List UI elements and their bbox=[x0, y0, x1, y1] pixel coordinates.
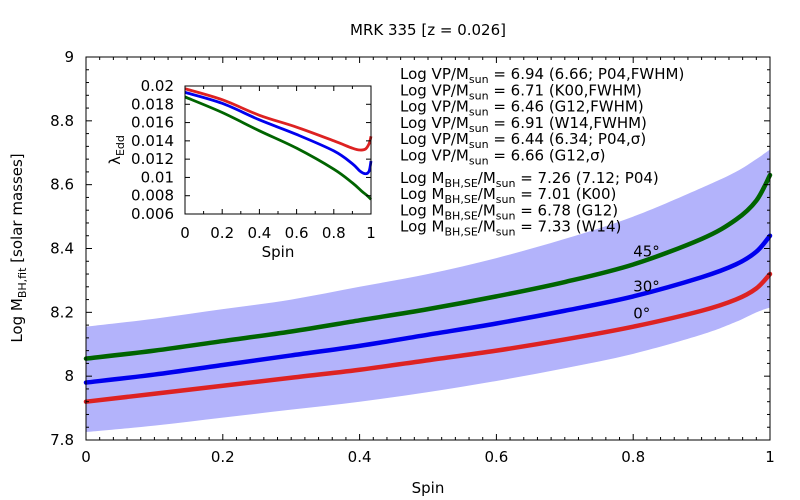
annotation-block: Log VP/Msun = 6.94 (6.66; P04,FWHM)Log V… bbox=[400, 65, 684, 239]
inset-background bbox=[185, 86, 371, 214]
inset-series-line-2 bbox=[184, 95, 372, 201]
inset-x-tick-label-0-2: 0.2 bbox=[210, 224, 234, 242]
y-axis-label-sub: BH,fit bbox=[16, 267, 29, 298]
main-series-line-2 bbox=[83, 172, 773, 361]
x-tick-label-1: 1 bbox=[765, 448, 775, 466]
inset-y-axis-label-main: λ bbox=[106, 156, 124, 165]
y-axis-label: Log MBH,fit [solar masses] bbox=[8, 153, 29, 342]
x-tick-label-0-2: 0.2 bbox=[211, 448, 235, 466]
x-tick-label-0: 0 bbox=[81, 448, 91, 466]
y-tick-label-8-8: 8.8 bbox=[50, 112, 74, 130]
annotation-line-3: Log VP/Msun = 6.91 (W14,FWHM) bbox=[400, 114, 647, 135]
chart-title: MRK 335 [z = 0.026] bbox=[350, 21, 506, 39]
series-angle-label-2: 45° bbox=[633, 242, 660, 260]
inset-plot: 0 0.2 0.4 0.6 0.8 10.0060.0080.010.0120.0140.… bbox=[106, 77, 376, 261]
annotation-line-8: Log MBH,SE/Msun = 6.78 (G12) bbox=[400, 201, 618, 222]
inset-x-tick-label-0-8: 0.8 bbox=[322, 224, 346, 242]
x-axis-label: Spin bbox=[412, 479, 445, 497]
inset-series-line-0 bbox=[184, 87, 373, 152]
inset-y-axis-label: λEdd bbox=[106, 135, 127, 165]
inset-series-lines bbox=[184, 87, 373, 201]
inset-x-tick-label-0-4: 0.4 bbox=[247, 224, 271, 242]
series-angle-labels: 0° 30° 45° bbox=[633, 242, 660, 322]
y-tick-label-8-4: 8.4 bbox=[50, 240, 74, 258]
y-axis-label-suffix: [solar masses] bbox=[8, 153, 26, 267]
main-axis-ticks: 0 0.2 0.4 0.6 0.8 1 7.8 8 8.2 8.4 8.6 8.8 9 bbox=[50, 48, 775, 466]
series-angle-label-1: 30° bbox=[633, 278, 660, 296]
main-plot: 0 0.2 0.4 0.6 0.8 1 7.8 8 8.2 8.4 8.6 8.8 9 0° 30° 45° bbox=[50, 48, 775, 466]
annotation-line-7: Log MBH,SE/Msun = 7.01 (K00) bbox=[400, 185, 616, 206]
inset-y-tick-label-0-018: 0.018 bbox=[131, 95, 174, 113]
inset-y-tick-label-0-006: 0.006 bbox=[131, 205, 174, 223]
y-axis-label-main: Log M bbox=[8, 298, 26, 343]
y-tick-label-9: 9 bbox=[64, 48, 74, 66]
main-series-line-1 bbox=[83, 233, 773, 385]
main-series-line-0 bbox=[83, 271, 773, 404]
x-tick-label-0-6: 0.6 bbox=[484, 448, 508, 466]
annotation-line-0: Log VP/Msun = 6.94 (6.66; P04,FWHM) bbox=[400, 65, 684, 86]
inset-y-tick-label-0-01: 0.01 bbox=[141, 168, 174, 186]
main-series-lines bbox=[83, 172, 773, 404]
inset-x-tick-label-0-6: 0.6 bbox=[285, 224, 309, 242]
inset-x-tick-label-0: 0 bbox=[180, 224, 190, 242]
inset-y-axis-label-sub: Edd bbox=[114, 135, 127, 156]
annotation-line-5: Log VP/Msun = 6.66 (G12,σ) bbox=[400, 147, 606, 168]
annotation-line-2: Log VP/Msun = 6.46 (G12,FWHM) bbox=[400, 98, 644, 119]
series-angle-label-0: 0° bbox=[633, 305, 650, 323]
inset-y-tick-label-0-008: 0.008 bbox=[131, 187, 174, 205]
inset-x-tick-label-1: 1 bbox=[366, 224, 376, 242]
inset-y-tick-label-0-012: 0.012 bbox=[131, 150, 174, 168]
y-tick-label-8-6: 8.6 bbox=[50, 176, 74, 194]
annotation-line-4: Log VP/Msun = 6.44 (6.34; P04,σ) bbox=[400, 130, 646, 151]
inset-axis-ticks: 0 0.2 0.4 0.6 0.8 10.0060.0080.010.0120.0140.… bbox=[131, 77, 376, 242]
annotation-line-9: Log MBH,SE/Msun = 7.33 (W14) bbox=[400, 218, 621, 239]
y-tick-label-8: 8 bbox=[64, 367, 74, 385]
annotation-line-6: Log MBH,SE/Msun = 7.26 (7.12; P04) bbox=[400, 169, 659, 190]
inset-y-tick-label-0-02: 0.02 bbox=[141, 77, 174, 95]
inset-y-tick-label-0-014: 0.014 bbox=[131, 132, 174, 150]
inset-series-line-1 bbox=[184, 91, 373, 176]
y-tick-label-8-2: 8.2 bbox=[50, 303, 74, 321]
x-tick-label-0-4: 0.4 bbox=[348, 448, 372, 466]
inset-y-tick-label-0-016: 0.016 bbox=[131, 114, 174, 132]
y-tick-label-7-8: 7.8 bbox=[50, 431, 74, 449]
annotation-line-1: Log VP/Msun = 6.71 (K00,FWHM) bbox=[400, 81, 642, 102]
inset-x-axis-label: Spin bbox=[262, 243, 295, 261]
x-tick-label-0-8: 0.8 bbox=[621, 448, 645, 466]
